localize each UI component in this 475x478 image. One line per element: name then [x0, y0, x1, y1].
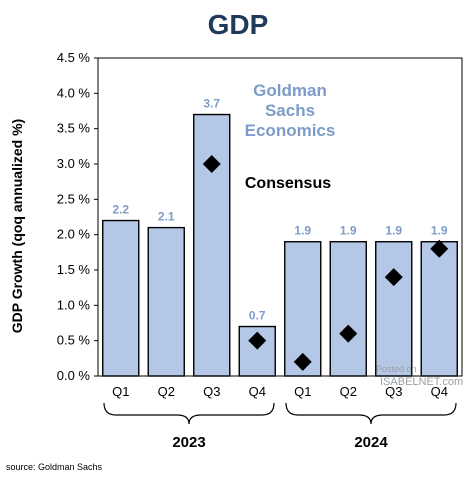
y-tick-label: 4.5 %: [57, 50, 91, 65]
data-labels: 2.2 2.1 3.7 0.7 1.9 1.9 1.9 1.9: [112, 97, 448, 323]
y-tick-label: 3.5 %: [57, 121, 91, 136]
data-label: 0.7: [249, 309, 266, 323]
watermark-line1: Posted on: [376, 364, 417, 374]
x-tick-label: Q4: [249, 384, 266, 399]
data-label: 3.7: [203, 97, 220, 111]
x-tick-label: Q3: [203, 384, 220, 399]
bar: [193, 113, 231, 377]
x-axis: Q1 Q2 Q3 Q4 Q1 Q2 Q3 Q4: [112, 384, 448, 399]
y-tick-label: 1.0 %: [57, 297, 91, 312]
x-tick-label: Q3: [385, 384, 402, 399]
bar-series: [102, 113, 458, 377]
bar: [329, 241, 367, 377]
y-tick-label: 2.0 %: [57, 227, 91, 242]
year-label: 2024: [354, 434, 388, 451]
data-label: 2.2: [112, 203, 129, 217]
data-label: 1.9: [385, 224, 402, 238]
data-label: 1.9: [294, 224, 311, 238]
consensus-marker: [202, 155, 221, 173]
plot-area: [97, 57, 463, 377]
data-label: 1.9: [340, 224, 357, 238]
x-tick-label: Q2: [158, 384, 175, 399]
legend-gs-line3: Economics: [245, 121, 336, 140]
chart-title: GDP: [208, 9, 269, 40]
x-tick-label: Q4: [431, 384, 448, 399]
consensus-marker: [248, 331, 267, 350]
y-tick-label: 2.5 %: [57, 191, 91, 206]
source-note: source: Goldman Sachs: [6, 462, 103, 472]
consensus-marker: [339, 324, 358, 343]
bar: [375, 241, 413, 377]
bar: [147, 226, 185, 377]
y-axis-label: GDP Growth (qoq annualized %): [9, 119, 25, 333]
x-tick-label: Q1: [294, 384, 311, 399]
consensus-series: [202, 155, 449, 371]
year-brackets: 2023 2024: [103, 402, 457, 451]
bar: [420, 241, 458, 377]
year-bracket: [285, 402, 457, 425]
x-tick-label: Q2: [340, 384, 357, 399]
year-label: 2023: [172, 434, 205, 451]
y-tick-label: 0.5 %: [57, 333, 91, 348]
y-axis: 0.0 % 0.5 % 1.0 % 1.5 % 2.0 % 2.5 % 3.0 % 3.5 %…: [57, 50, 98, 383]
data-label: 1.9: [431, 224, 448, 238]
legend-gs-line1: Goldman: [253, 81, 327, 100]
y-tick-label: 0.0 %: [57, 368, 91, 383]
year-bracket: [103, 402, 275, 425]
consensus-marker: [384, 268, 403, 287]
x-tick-label: Q1: [112, 384, 129, 399]
watermark-line2: ISABELNET.com: [380, 376, 463, 388]
consensus-marker: [293, 352, 312, 371]
y-tick-label: 3.0 %: [57, 156, 91, 171]
legend-consensus: Consensus: [245, 175, 331, 192]
data-label: 2.1: [158, 210, 175, 224]
consensus-marker: [430, 239, 449, 258]
y-tick-label: 4.0 %: [57, 85, 91, 100]
y-tick-label: 1.5 %: [57, 262, 91, 277]
legend-gs-line2: Sachs: [265, 101, 315, 120]
bar: [102, 219, 140, 377]
